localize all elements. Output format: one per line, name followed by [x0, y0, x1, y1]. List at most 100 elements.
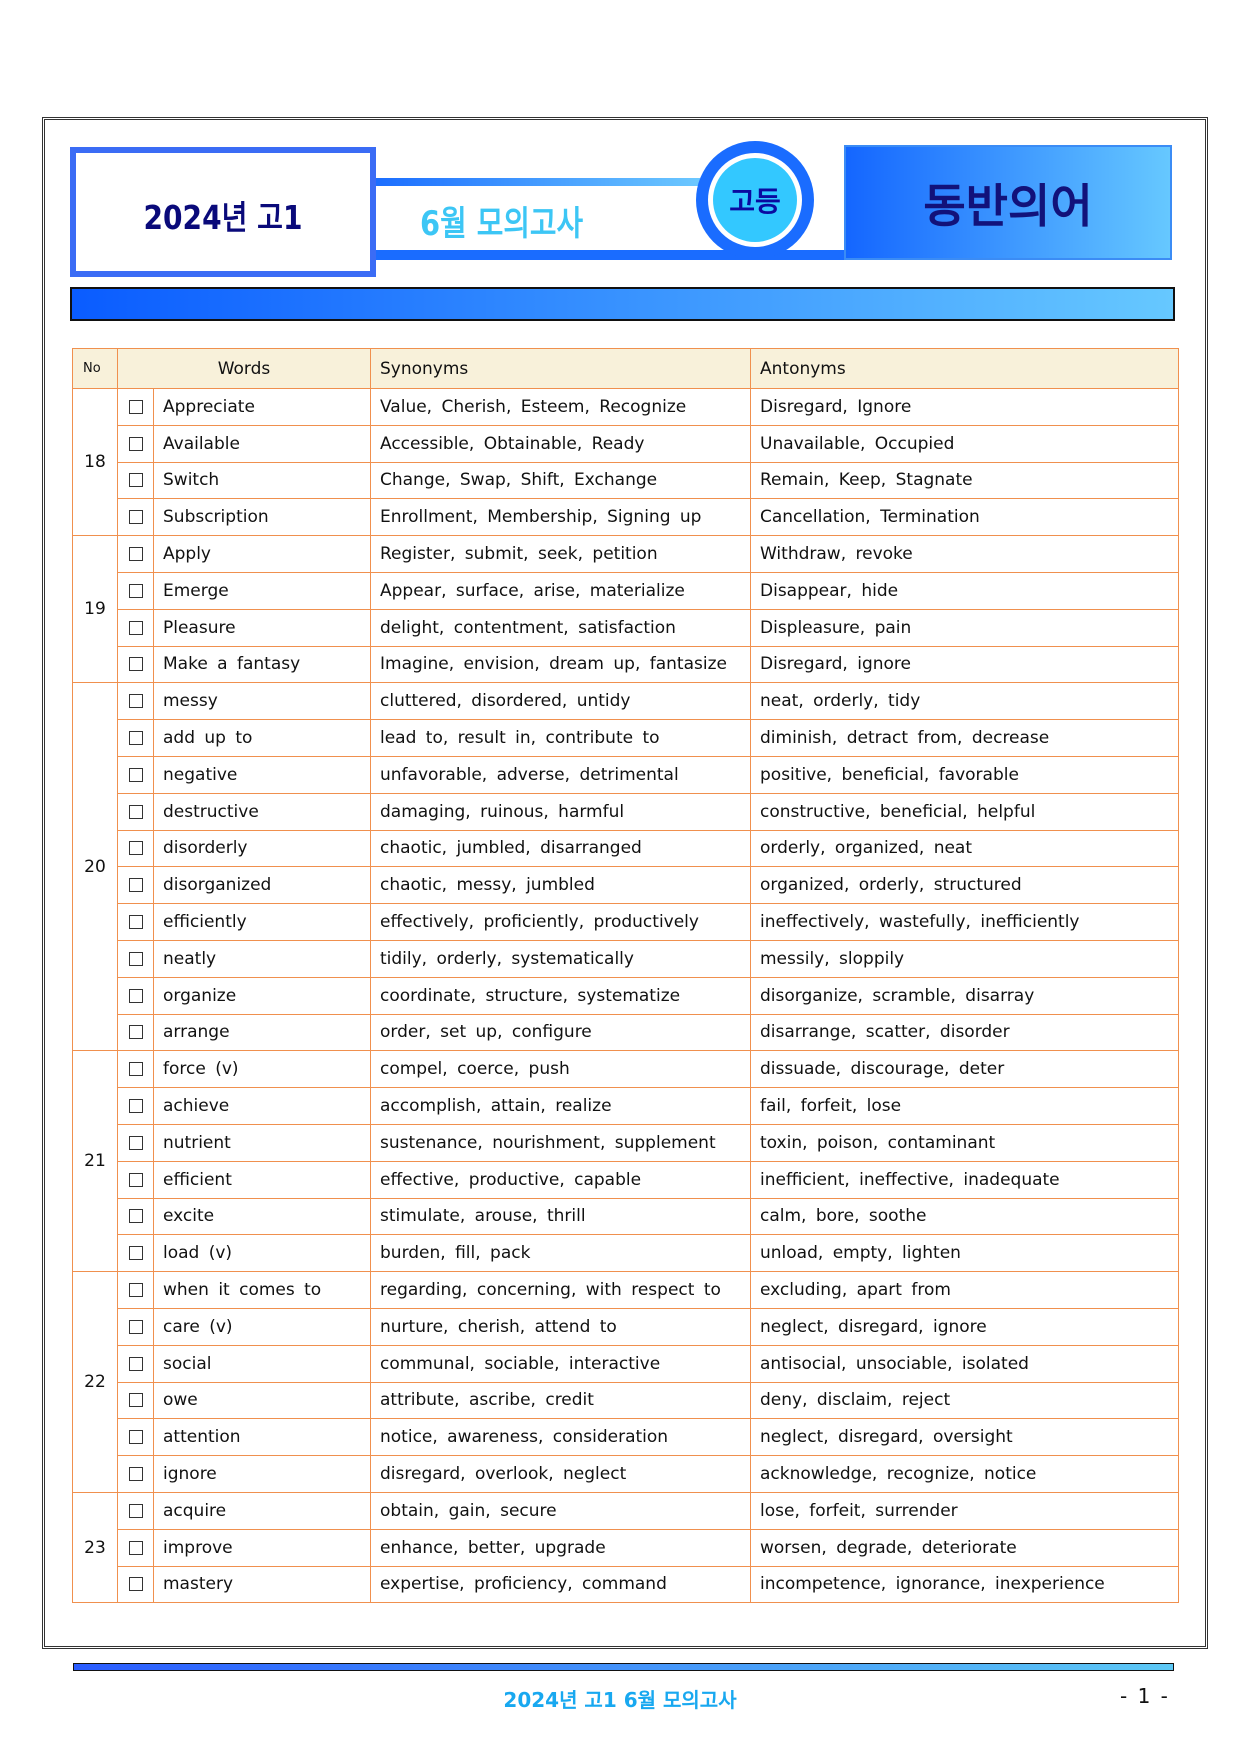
checkbox-icon — [128, 951, 143, 966]
checkbox[interactable] — [117, 1344, 154, 1383]
checkbox-icon — [128, 473, 143, 488]
checkbox[interactable] — [117, 829, 154, 868]
checkbox[interactable] — [117, 388, 154, 426]
word-cell: mastery — [153, 1565, 371, 1604]
word-cell: Appreciate — [153, 388, 371, 426]
table-header-row: No Words Synonyms Antonyms — [72, 348, 1179, 389]
footer-text: 2024년 고1 6월 모의고사 — [503, 1688, 737, 1712]
antonyms-cell: Cancellation, Termination — [750, 498, 1179, 537]
checkbox[interactable] — [117, 1197, 154, 1236]
checkbox[interactable] — [117, 1123, 154, 1162]
checkbox[interactable] — [117, 755, 154, 794]
question-number: 20 — [72, 682, 118, 1052]
checkbox-icon — [128, 1356, 143, 1371]
checkbox[interactable] — [117, 1307, 154, 1346]
header-words: Words — [117, 348, 371, 389]
synonyms-cell: effective, productive, capable — [370, 1160, 751, 1199]
header-synonyms: Synonyms — [370, 348, 751, 389]
synonyms-cell: compel, coerce, push — [370, 1050, 751, 1089]
checkbox-icon — [128, 399, 143, 414]
word-cell: excite — [153, 1197, 371, 1236]
checkbox[interactable] — [117, 1234, 154, 1273]
question-number: 22 — [72, 1271, 118, 1493]
word-cell: load (v) — [153, 1234, 371, 1273]
word-cell: add up to — [153, 719, 371, 757]
table-row: care (v) nurture, cherish, attend to negle… — [73, 1307, 1179, 1346]
header-strip — [370, 250, 970, 260]
table-row: mastery expertise, proficiency, command in… — [73, 1565, 1179, 1604]
antonyms-cell: disarrange, scatter, disorder — [750, 1013, 1179, 1052]
checkbox[interactable] — [117, 1565, 154, 1604]
word-cell: care (v) — [153, 1307, 371, 1346]
table-row: Emerge Appear, surface, arise, materializ… — [73, 571, 1179, 610]
table-row: efficiently effectively, proficiently, pr… — [73, 903, 1179, 941]
year-grade-label: 2024년 고1 — [143, 198, 303, 237]
table-row: Make a fantasy Imagine, envision, dream u… — [73, 645, 1179, 684]
checkbox[interactable] — [117, 903, 154, 941]
vocab-table: No Words Synonyms Antonyms 18 Appreciate V… — [72, 348, 1179, 1604]
word-cell: social — [153, 1344, 371, 1383]
word-cell: Switch — [153, 461, 371, 500]
table-row: load (v) burden, fill, pack unload, empty,… — [73, 1234, 1179, 1273]
checkbox-icon — [128, 804, 143, 819]
header-divider-bar — [70, 287, 1175, 321]
checkbox[interactable] — [117, 498, 154, 537]
antonyms-cell: ineffectively, wastefully, inefficiently — [750, 903, 1179, 941]
question-number: 18 — [72, 387, 118, 537]
word-cell: when it comes to — [153, 1271, 371, 1309]
table-row: achieve accomplish, attain, realize fail, … — [73, 1087, 1179, 1125]
table-row: disorganized chaotic, messy, jumbled organ… — [73, 866, 1179, 905]
synonyms-cell: expertise, proficiency, command — [370, 1565, 751, 1604]
word-cell: organize — [153, 976, 371, 1015]
word-cell: Emerge — [153, 571, 371, 610]
synonyms-cell: coordinate, structure, systematize — [370, 976, 751, 1015]
table-row: 23 acquire obtain, gain, secure lose, forfe… — [72, 1491, 1179, 1604]
checkbox[interactable] — [117, 1528, 154, 1567]
question-number: 23 — [72, 1491, 118, 1604]
level-badge-label: 고등 — [713, 158, 797, 242]
checkbox[interactable] — [117, 1160, 154, 1199]
checkbox[interactable] — [117, 1050, 154, 1089]
checkbox[interactable] — [117, 1087, 154, 1125]
table-row: 19 Apply Register, submit, seek, petition W… — [72, 535, 1179, 684]
checkbox[interactable] — [117, 866, 154, 905]
header-antonyms: Antonyms — [750, 348, 1179, 389]
checkbox[interactable] — [117, 608, 154, 647]
checkbox[interactable] — [117, 1013, 154, 1052]
checkbox-icon — [128, 1393, 143, 1408]
checkbox-icon — [128, 1467, 143, 1481]
checkbox[interactable] — [117, 571, 154, 610]
table-row: disorderly chaotic, jumbled, disarranged o… — [73, 829, 1179, 868]
checkbox[interactable] — [117, 1455, 154, 1493]
checkbox[interactable] — [117, 939, 154, 978]
checkbox[interactable] — [117, 682, 154, 721]
header-strip — [370, 178, 700, 186]
checkbox[interactable] — [117, 424, 154, 463]
checkbox[interactable] — [117, 792, 154, 831]
table-row: Switch Change, Swap, Shift, Exchange Remai… — [73, 461, 1179, 500]
checkbox[interactable] — [117, 1491, 154, 1530]
word-cell: Pleasure — [153, 608, 371, 647]
checkbox[interactable] — [117, 461, 154, 500]
table-row: Available Accessible, Obtainable, Ready Un… — [73, 424, 1179, 463]
checkbox[interactable] — [117, 535, 154, 573]
checkbox-icon — [128, 767, 143, 782]
checkbox[interactable] — [117, 1418, 154, 1457]
checkbox[interactable] — [117, 1381, 154, 1420]
header-grade-box: 2024년 고1 — [70, 147, 376, 277]
checkbox[interactable] — [117, 645, 154, 684]
checkbox-icon — [128, 583, 143, 598]
synonyms-cell: Appear, surface, arise, materialize — [370, 571, 751, 610]
checkbox[interactable] — [117, 719, 154, 757]
checkbox-icon — [128, 547, 143, 562]
word-cell: Subscription — [153, 498, 371, 537]
checkbox[interactable] — [117, 976, 154, 1015]
synonyms-cell: Imagine, envision, dream up, fantasize — [370, 645, 751, 684]
checkbox-icon — [128, 1577, 143, 1592]
word-cell: negative — [153, 755, 371, 794]
checkbox[interactable] — [117, 1271, 154, 1309]
table-row: negative unfavorable, adverse, detrimenta… — [73, 755, 1179, 794]
question-number: 19 — [72, 535, 118, 684]
checkbox-icon — [128, 878, 143, 893]
word-cell: Make a fantasy — [153, 645, 371, 684]
